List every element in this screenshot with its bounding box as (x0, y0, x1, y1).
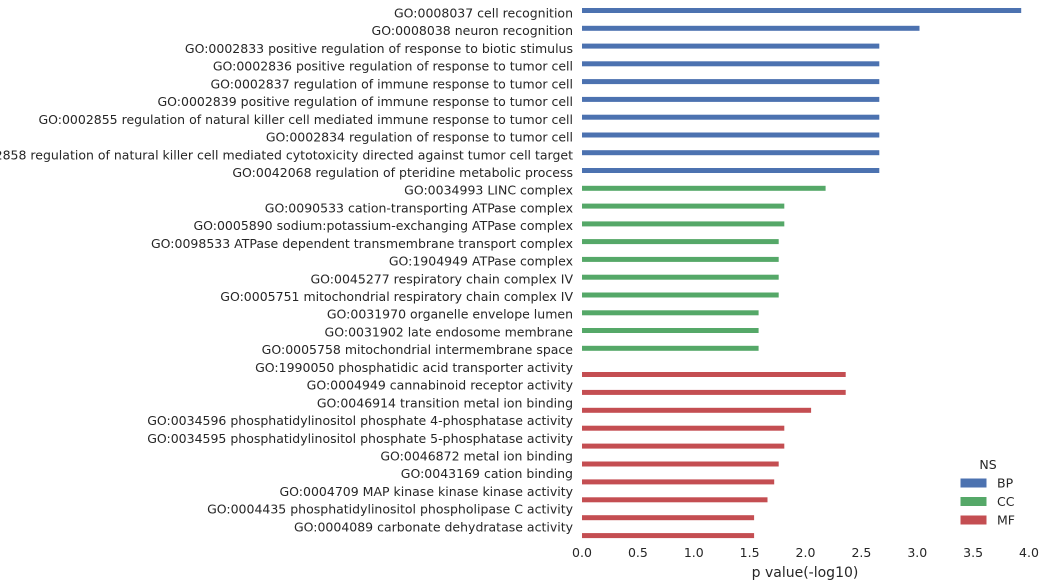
bar-mf (582, 443, 785, 449)
category-label: GO:0045277 respiratory chain complex IV (311, 271, 574, 286)
category-label: GO:0034596 phosphatidylinositol phosphat… (147, 413, 573, 428)
bar-mf (582, 533, 755, 539)
category-label: GO:0004089 carbonate dehydratase activit… (294, 519, 574, 534)
legend-swatch-cc (959, 496, 988, 507)
bar-bp (582, 114, 880, 120)
x-tick-label: 1.5 (740, 545, 760, 560)
x-tick-label: 1.0 (684, 545, 704, 560)
bar-cc (582, 292, 779, 298)
bar-cc (582, 274, 779, 280)
category-label: GO:0002834 regulation of response to tum… (266, 130, 573, 145)
bar-mf (582, 479, 775, 485)
category-label: GO:0004949 cannabinoid receptor activity (307, 378, 574, 393)
bar-cc (582, 185, 826, 191)
bar-cc (582, 203, 785, 209)
bar-cc (582, 221, 785, 227)
category-label: GO:0031902 late endosome membrane (325, 325, 574, 340)
x-tick-label: 3.5 (963, 545, 983, 560)
x-axis-ticks: 0.0 0.5 1.0 1.5 2.0 2.5 3.0 3.5 4.0 (572, 545, 1039, 560)
category-label: GO:0002837 regulation of immune response… (210, 76, 573, 91)
bar-cc (582, 345, 759, 351)
bar-mf (582, 425, 785, 431)
category-label: GO:0004709 MAP kinase kinase kinase acti… (280, 484, 574, 499)
category-label: GO:0090533 cation-transporting ATPase co… (265, 200, 573, 215)
bar-bp (582, 79, 880, 85)
category-label: GO:0002836 positive regulation of respon… (213, 59, 573, 74)
category-label: GO:0008038 neuron recognition (372, 23, 573, 38)
category-labels: GO:0008037 cell recognition GO:0008038 ne… (0, 6, 574, 535)
bar-bp (582, 150, 880, 156)
bar-mf (582, 389, 846, 395)
bar-cc (582, 310, 759, 316)
legend-label-cc: CC (997, 494, 1015, 509)
bar-mf (582, 407, 812, 413)
legend-title: NS (979, 457, 996, 472)
category-label: GO:0046872 metal ion binding (380, 449, 573, 464)
bar-mf (582, 461, 779, 467)
legend-swatch-mf (959, 514, 988, 526)
legend: NS BP CC MF (959, 457, 1015, 528)
bar-bp (582, 96, 880, 102)
category-label: GO:0002855 regulation of natural killer … (38, 112, 573, 127)
category-label: GO:0031970 organelle envelope lumen (327, 307, 573, 322)
legend-swatch-bp (959, 477, 988, 489)
x-axis-label: p value(-log10) (752, 565, 859, 581)
bar-bp (582, 132, 880, 138)
x-tick-label: 0.5 (628, 545, 648, 560)
bar-mf (582, 372, 846, 377)
x-tick-label: 3.0 (907, 545, 927, 560)
category-label: GO:0002858 regulation of natural killer … (0, 147, 573, 162)
category-label: GO:0004435 phosphatidylinositol phosphol… (207, 502, 574, 517)
bar-bp (582, 168, 880, 173)
category-label: GO:0034993 LINC complex (404, 183, 573, 198)
bar-mf (582, 515, 755, 521)
category-label: GO:0042068 regulation of pteridine metab… (232, 165, 573, 180)
bar-bp (582, 8, 1022, 13)
x-tick-label: 2.5 (851, 545, 871, 560)
category-label: GO:0034595 phosphatidylinositol phosphat… (147, 431, 573, 446)
x-tick-label: 0.0 (572, 545, 592, 560)
category-label: GO:1990050 phosphatidic acid transporter… (255, 360, 573, 375)
bar-bp (582, 43, 880, 49)
category-label: GO:0008037 cell recognition (394, 6, 573, 21)
bar-bp (582, 61, 880, 67)
category-label: GO:0098533 ATPase dependent transmembran… (151, 236, 573, 251)
category-label: GO:0046914 transition metal ion binding (317, 395, 573, 410)
bar-mf (582, 497, 768, 503)
category-label: GO:0002833 positive regulation of respon… (185, 41, 573, 56)
category-label: GO:0005890 sodium:potassium-exchanging A… (193, 218, 573, 233)
bar-cc (582, 256, 779, 262)
category-label: GO:1904949 ATPase complex (389, 254, 573, 269)
bar-cc (582, 239, 779, 245)
category-label: GO:0002839 positive regulation of immune… (157, 94, 573, 109)
legend-label-bp: BP (997, 476, 1014, 491)
category-label: GO:0005751 mitochondrial respiratory cha… (220, 289, 573, 304)
x-tick-label: 4.0 (1019, 545, 1039, 560)
legend-label-mf: MF (997, 513, 1015, 528)
bar-bp (582, 25, 920, 31)
x-tick-label: 2.0 (796, 545, 816, 560)
bar-cc (582, 328, 759, 333)
bars-layer (582, 8, 1022, 539)
category-label: GO:0005758 mitochondrial intermembrane s… (262, 342, 574, 357)
category-label: GO:0043169 cation binding (401, 466, 573, 481)
